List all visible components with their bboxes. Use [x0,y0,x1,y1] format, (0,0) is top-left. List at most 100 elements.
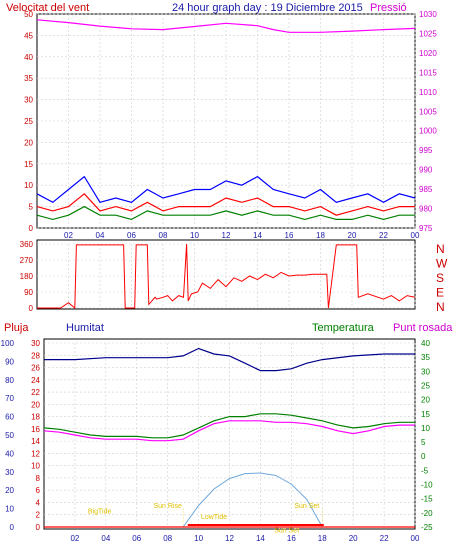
tide-sun-annotation: LowTide [201,514,227,521]
wind-x-tick-label: 18 [316,231,325,240]
pressure-y-tick-label: 1005 [419,107,437,116]
wind-y-tick-label: 30 [24,96,33,105]
rain-y-tick-label: 22 [31,388,40,397]
temp-y-tick-label: 10 [421,424,430,433]
rain-y-tick-label: 4 [36,498,41,507]
wind-x-tick-label: 16 [285,231,294,240]
temp-x-tick-label: 00 [411,534,420,543]
rain-y-tick-label: 30 [31,339,40,348]
humidity-y-tick-label: 0 [10,523,15,532]
pressure-y-tick-label: 1010 [419,88,437,97]
wind-y-tick-label: 15 [24,160,33,169]
wind-x-tick-label: 06 [127,231,136,240]
wind-x-tick-label: 20 [348,231,357,240]
wind-x-tick-label: 14 [253,231,262,240]
wind-x-tick-label: 00 [411,231,420,240]
wind-x-tick-label: 08 [159,231,168,240]
pressure-y-tick-label: 1015 [419,68,437,77]
rain-y-tick-label: 10 [31,462,40,471]
wind-y-tick-label: 45 [24,31,33,40]
direction-y-tick-label: 0 [29,304,34,313]
humidity-y-tick-label: 30 [5,468,14,477]
series-line-gust [36,175,416,204]
rain-y-tick-label: 28 [31,351,40,360]
humidity-y-tick-label: 60 [5,413,14,422]
pressure-label: Pressió [370,2,407,14]
series-line-direction [37,243,416,310]
tide-sun-annotation: Sun Rise [153,503,182,510]
humidity-y-tick-label: 50 [5,431,14,440]
rain-y-tick-label: 24 [31,376,40,385]
wind-x-tick-label: 02 [64,231,73,240]
compass-label: E [436,286,444,300]
series-line-avg [36,205,415,221]
humidity-y-tick-label: 20 [5,486,14,495]
temp-x-tick-label: 02 [70,534,79,543]
temp-x-tick-label: 04 [101,534,110,543]
pressure-y-tick-label: 985 [419,185,433,194]
pressure-y-tick-label: 990 [419,166,433,175]
temp-y-tick-label: 15 [421,410,430,419]
temp-x-tick-label: 06 [132,534,141,543]
tide-sun-annotation: BigTide [88,509,112,516]
rain-label: Pluja [4,322,29,334]
compass-label: N [436,242,445,256]
series-line-humitat [44,347,415,372]
humidity-y-tick-label: 100 [1,339,15,348]
series-line-temperatura [43,413,415,439]
rain-y-tick-label: 2 [36,511,41,520]
humidity-y-tick-label: 40 [5,449,14,458]
direction-panel-frame [36,239,416,310]
temp-y-tick-label: 0 [421,452,426,461]
temp-x-tick-label: 08 [163,534,172,543]
rain-y-tick-label: 0 [36,523,41,532]
wind-speed-label: Velocitat del vent [6,2,89,14]
pressure-y-tick-label: 975 [419,224,433,233]
temp-y-tick-label: 30 [421,367,430,376]
temperature-label: Temperatura [312,322,375,334]
temp-y-tick-label: 5 [421,438,426,447]
humidity-y-tick-label: 10 [5,505,14,514]
compass-label: W [436,257,448,271]
tide-sun-annotation: Sun Set [294,503,319,510]
wind-y-tick-label: 0 [29,224,34,233]
rain-y-tick-label: 20 [31,400,40,409]
wind-y-tick-label: 20 [24,138,33,147]
temp-y-tick-label: -5 [421,466,429,475]
temp-x-tick-label: 14 [256,534,265,543]
series-line-pressi [36,19,416,33]
direction-y-tick-label: 360 [20,240,34,249]
temp-x-tick-label: 18 [318,534,327,543]
rain-y-tick-label: 14 [31,437,40,446]
temp-y-tick-label: 20 [421,396,430,405]
temp-y-tick-label: -15 [421,495,433,504]
humidity-label: Humitat [66,322,104,334]
wind-y-tick-label: 5 [29,203,34,212]
series-line-wind [36,192,415,216]
compass-label: N [436,300,445,314]
temp-y-tick-label: -20 [421,509,433,518]
temp-y-tick-label: 25 [421,381,430,390]
humidity-y-tick-label: 90 [5,357,14,366]
pressure-y-tick-label: 995 [419,146,433,155]
tide-sun-annotation: Sun Set [274,528,299,535]
wind-y-tick-label: 40 [24,53,33,62]
wind-x-tick-label: 22 [379,231,388,240]
rain-y-tick-label: 26 [31,364,40,373]
wind-x-tick-label: 12 [222,231,231,240]
temp-y-tick-label: -25 [421,523,433,532]
temp-x-tick-label: 10 [194,534,203,543]
temp-x-tick-label: 22 [380,534,389,543]
wind-y-tick-label: 25 [24,117,33,126]
temp-x-tick-label: 20 [349,534,358,543]
series-line-puntrosada [43,420,415,442]
wind-y-tick-label: 50 [24,10,33,19]
dewpoint-label: Punt rosada [393,322,453,334]
rain-y-tick-label: 12 [31,449,40,458]
direction-y-tick-label: 180 [20,272,34,281]
humidity-y-tick-label: 80 [5,376,14,385]
